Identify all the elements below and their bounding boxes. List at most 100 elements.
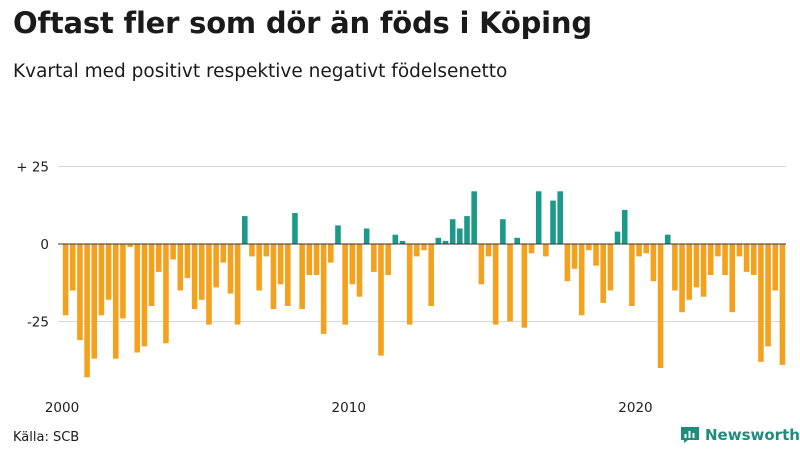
- bar-chart-icon: [681, 427, 699, 443]
- bar-negative: [521, 244, 528, 328]
- bar-positive: [363, 228, 370, 244]
- bar-negative: [406, 244, 413, 325]
- bar-negative: [765, 244, 771, 347]
- bar-positive: [550, 200, 556, 244]
- bar-negative: [729, 244, 736, 313]
- bar-negative: [779, 244, 786, 365]
- bar-negative: [69, 244, 76, 291]
- bar-positive: [449, 219, 456, 244]
- bar-positive: [535, 191, 542, 244]
- bar-negative: [213, 244, 219, 288]
- bar-negative: [371, 244, 377, 272]
- bar-negative: [693, 244, 700, 288]
- bar-negative: [543, 244, 549, 257]
- bar-negative: [715, 244, 721, 257]
- bar-negative: [62, 244, 69, 316]
- bar-positive: [242, 216, 248, 244]
- bar-negative: [643, 244, 650, 254]
- bar-negative: [285, 244, 291, 306]
- bar-negative: [736, 244, 743, 257]
- y-tick-label: 0: [40, 237, 49, 253]
- bar-negative: [91, 244, 98, 359]
- bar-negative: [112, 244, 119, 359]
- bar-negative: [507, 244, 513, 322]
- bar-positive: [292, 213, 298, 244]
- bar-negative: [593, 244, 599, 266]
- y-tick-label: + 25: [16, 160, 49, 176]
- bar-positive: [392, 234, 399, 244]
- bar-negative: [586, 244, 592, 251]
- x-tick-label: 2000: [45, 400, 79, 416]
- bar-positive: [457, 228, 463, 244]
- bar-negative: [478, 244, 485, 285]
- bar-negative: [414, 244, 420, 257]
- bars: [62, 191, 786, 378]
- bar-negative: [657, 244, 664, 368]
- bar-negative: [571, 244, 578, 269]
- bar-negative: [707, 244, 714, 275]
- x-axis-labels: 2000 2010 2020: [45, 400, 653, 416]
- bar-negative: [600, 244, 606, 303]
- bar-negative: [120, 244, 126, 319]
- brand-name: Newsworthy: [705, 426, 800, 444]
- bar-negative: [349, 244, 356, 285]
- source-note: Källa: SCB: [13, 430, 80, 445]
- bar-negative: [320, 244, 327, 334]
- bar-negative: [758, 244, 764, 362]
- bar-negative: [607, 244, 614, 291]
- y-axis-labels: + 25 0 -25: [16, 160, 49, 331]
- bar-negative: [98, 244, 105, 316]
- chart-title: Oftast fler som dör än föds i Köping: [13, 6, 592, 40]
- bar-negative: [191, 244, 198, 310]
- bar-positive: [335, 225, 341, 244]
- bar-negative: [485, 244, 492, 257]
- bar-negative: [227, 244, 234, 294]
- bar-negative: [206, 244, 212, 325]
- bar-negative: [564, 244, 571, 282]
- bar-negative: [198, 244, 205, 300]
- bar-negative: [772, 244, 779, 291]
- bar-positive: [464, 216, 470, 244]
- bar-positive: [514, 237, 520, 244]
- bar-negative: [428, 244, 434, 306]
- bar-negative: [650, 244, 657, 282]
- bar-negative: [328, 244, 334, 263]
- bar-negative: [492, 244, 499, 325]
- bar-positive: [614, 231, 621, 244]
- x-tick-label: 2020: [618, 400, 652, 416]
- bar-negative: [277, 244, 284, 285]
- bar-negative: [77, 244, 83, 341]
- bar-negative: [421, 244, 427, 251]
- bar-negative: [148, 244, 155, 306]
- bar-negative: [306, 244, 313, 275]
- bar-negative: [636, 244, 642, 257]
- bar-negative: [155, 244, 162, 272]
- bar-negative: [750, 244, 757, 275]
- bar-negative: [141, 244, 148, 347]
- bar-positive: [664, 234, 671, 244]
- bar-negative: [342, 244, 348, 325]
- bar-negative: [170, 244, 176, 260]
- bar-negative: [184, 244, 191, 279]
- brand-logo: Newsworthy: [680, 426, 800, 444]
- bar-negative: [578, 244, 585, 316]
- x-tick-label: 2010: [332, 400, 366, 416]
- bar-negative: [220, 244, 227, 263]
- bar-negative: [313, 244, 320, 275]
- bar-positive: [435, 237, 442, 244]
- bar-positive: [399, 240, 406, 244]
- bar-negative: [270, 244, 277, 310]
- bar-negative: [84, 244, 90, 378]
- bar-negative: [629, 244, 635, 306]
- gridlines: [58, 166, 786, 322]
- bar-positive: [557, 191, 563, 244]
- bar-positive: [500, 219, 506, 244]
- bar-negative: [177, 244, 184, 291]
- bar-positive: [442, 240, 449, 244]
- bar-negative: [299, 244, 305, 310]
- y-tick-label: -25: [27, 315, 49, 331]
- bar-negative: [263, 244, 270, 257]
- bar-negative: [679, 244, 685, 313]
- bar-negative: [378, 244, 384, 356]
